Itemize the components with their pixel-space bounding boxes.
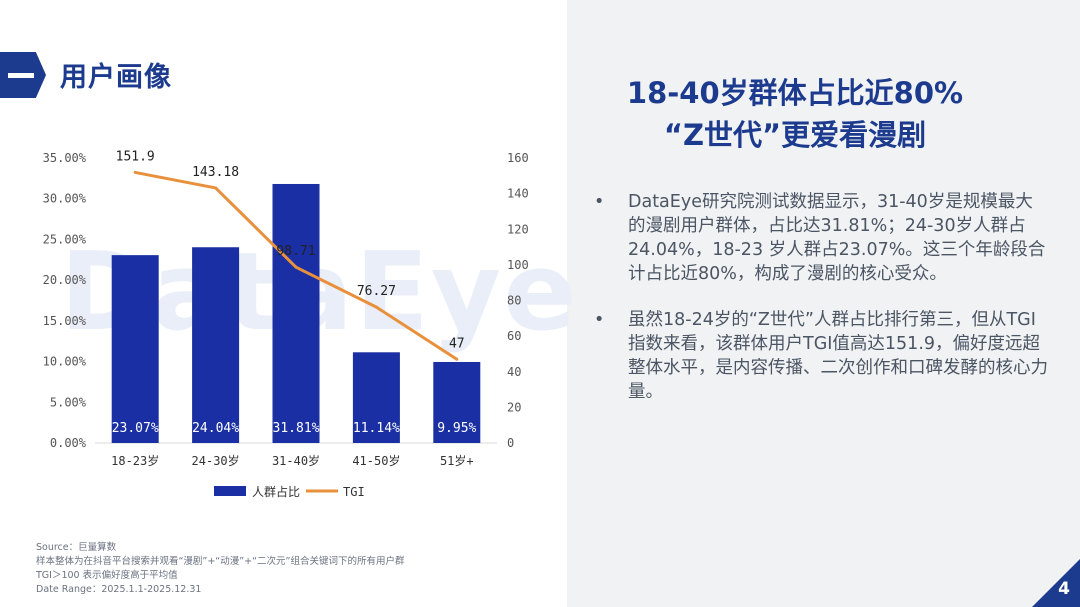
x-tick-label: 31-40岁 <box>272 453 320 468</box>
y-left-tick-label: 30.00% <box>43 192 87 206</box>
bar <box>192 247 240 443</box>
bullet-item: • DataEye研究院测试数据显示，31-40岁是规模最大的漫剧用户群体，占比… <box>594 190 1049 286</box>
x-tick-label: 24-30岁 <box>192 453 240 468</box>
y-right-tick-label: 20 <box>507 400 521 414</box>
headline: 18-40岁群体占比近80% “Z世代”更爱看漫剧 <box>565 72 1025 156</box>
tgi-point <box>455 357 459 361</box>
bar-value-label: 23.07% <box>112 421 159 436</box>
tgi-value-label: 98.71 <box>276 244 315 259</box>
y-right-tick-label: 60 <box>507 329 521 343</box>
bar <box>272 183 320 443</box>
y-right-tick-label: 160 <box>507 151 529 165</box>
x-tick-label: 41-50岁 <box>352 453 400 468</box>
tgi-note: TGI＞100 表示偏好度高于平均值 <box>36 570 178 581</box>
chart-container: 0.00% 5.00% 10.00% 15.00% 20.00% 25.00% 30.00%… <box>0 130 567 510</box>
source-line: Source：巨量算数 <box>36 542 117 553</box>
bar <box>111 255 159 443</box>
y-left-tick-label: 25.00% <box>43 232 87 246</box>
legend-label-line: TGI <box>343 485 365 499</box>
tgi-point <box>294 265 298 269</box>
bullet-item: • 虽然18-24岁的“Z世代”人群占比排行第三，但从TGI指数来看，该群体用户… <box>594 308 1049 404</box>
legend-swatch-bar <box>214 486 246 496</box>
sample-note: 样本整体为在抖音平台搜索并观看“漫剧”+“动漫”+“二次元”组合关键词下的所有用… <box>36 556 405 567</box>
y-right-tick-label: 120 <box>507 222 529 236</box>
right-panel <box>567 0 1080 607</box>
tgi-value-label: 143.18 <box>192 165 239 180</box>
tgi-point <box>133 170 137 174</box>
bar <box>352 352 400 443</box>
tgi-value-label: 47 <box>449 336 465 351</box>
tgi-point <box>214 186 218 190</box>
bar-value-label: 11.14% <box>353 421 400 436</box>
x-tick-label: 18-23岁 <box>111 453 159 468</box>
section-title: 用户画像 <box>60 62 172 93</box>
headline-line-2: “Z世代”更爱看漫剧 <box>663 118 927 152</box>
bar-value-label: 24.04% <box>192 421 239 436</box>
y-left-tick-label: 5.00% <box>50 395 87 409</box>
bullet-marker: • <box>594 310 605 330</box>
y-right-tick-label: 140 <box>507 187 529 201</box>
bullet-list: • DataEye研究院测试数据显示，31-40岁是规模最大的漫剧用户群体，占比… <box>594 190 1049 426</box>
y-left-tick-label: 20.00% <box>43 273 87 287</box>
y-left-tick-label: 35.00% <box>43 151 87 165</box>
bullet-marker: • <box>594 192 605 212</box>
legend-label-bar: 人群占比 <box>252 484 300 499</box>
y-right-tick-label: 0 <box>507 436 514 450</box>
bar-value-label: 31.81% <box>273 421 320 436</box>
y-left-tick-label: 10.00% <box>43 355 87 369</box>
bar <box>433 361 481 443</box>
page-number: 4 <box>1058 579 1070 599</box>
date-range: Date Range：2025.1.1-2025.12.31 <box>36 584 202 595</box>
y-right-tick-label: 100 <box>507 258 529 272</box>
y-right-tick-label: 40 <box>507 365 521 379</box>
bullet-text: DataEye研究院测试数据显示，31-40岁是规模最大的漫剧用户群体，占比达3… <box>628 192 1046 284</box>
tgi-value-label: 151.9 <box>116 149 155 164</box>
headline-line-1: 18-40岁群体占比近80% <box>626 76 964 110</box>
section-tag-icon <box>0 52 46 98</box>
tgi-value-label: 76.27 <box>357 284 396 299</box>
chart: 0.00% 5.00% 10.00% 15.00% 20.00% 25.00% 30.00%… <box>43 149 529 499</box>
y-right-tick-label: 80 <box>507 294 521 308</box>
y-left-tick-label: 15.00% <box>43 314 87 328</box>
y-left-tick-label: 0.00% <box>50 436 87 450</box>
x-tick-label: 51岁+ <box>440 453 474 468</box>
source-note: Source：巨量算数 样本整体为在抖音平台搜索并观看“漫剧”+“动漫”+“二次… <box>36 541 404 597</box>
bar-value-label: 9.95% <box>437 421 476 436</box>
bullet-text: 虽然18-24岁的“Z世代”人群占比排行第三，但从TGI指数来看，该群体用户TG… <box>628 310 1048 402</box>
tgi-point <box>374 305 378 309</box>
